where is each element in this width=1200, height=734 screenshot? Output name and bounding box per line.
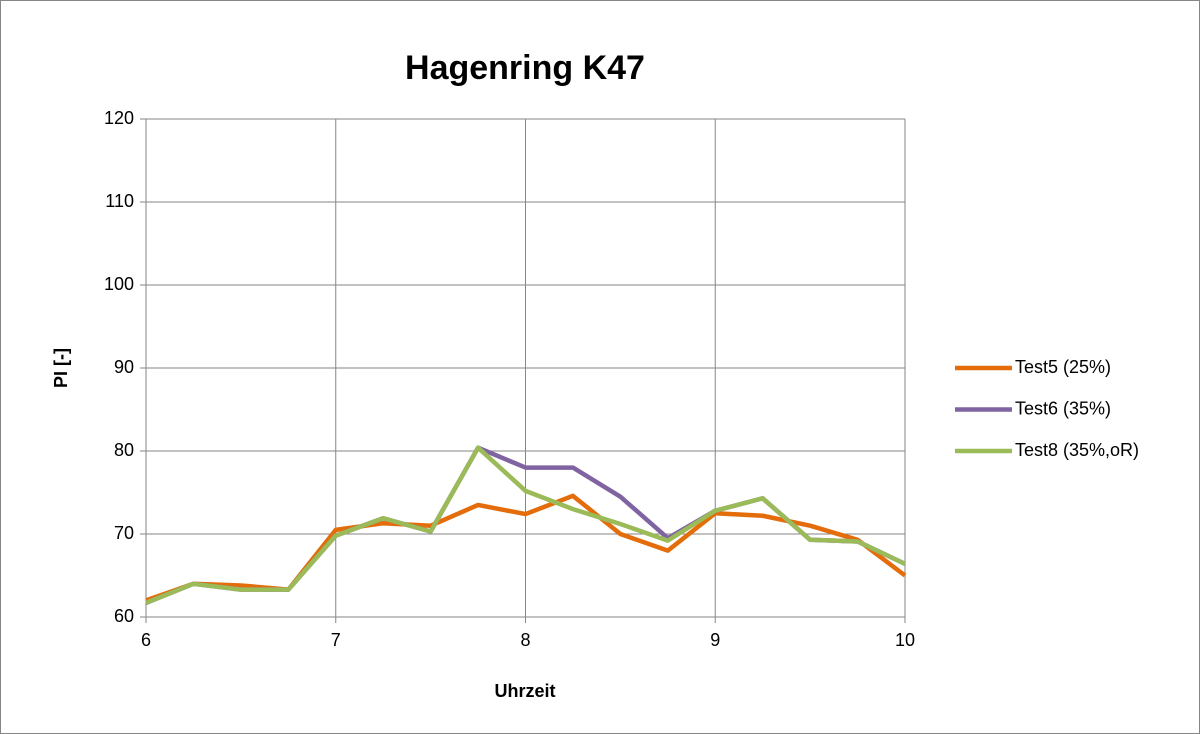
y-tick-label: 70 (114, 523, 134, 543)
y-tick-label: 80 (114, 440, 134, 460)
chart-title: Hagenring K47 (405, 49, 645, 87)
x-tick-label: 7 (331, 630, 341, 650)
y-axis-label: PI [-] (51, 348, 71, 388)
legend-label: Test6 (35%) (1015, 398, 1111, 418)
y-tick-label: 100 (104, 274, 134, 294)
y-tick-label: 110 (105, 191, 134, 211)
y-tick-label: 120 (104, 108, 134, 128)
x-tick-label: 6 (141, 630, 151, 650)
data-line (145, 445, 906, 605)
x-tick-label: 9 (710, 630, 720, 650)
x-tick-label: 8 (520, 630, 530, 650)
x-tick-label: 10 (895, 630, 915, 650)
x-axis-label: Uhrzeit (494, 681, 555, 701)
y-tick-label: 60 (114, 606, 134, 626)
y-tick-label: 90 (114, 357, 134, 377)
legend-label: Test8 (35%,oR) (1015, 440, 1139, 460)
legend-label: Test5 (25%) (1015, 357, 1111, 377)
